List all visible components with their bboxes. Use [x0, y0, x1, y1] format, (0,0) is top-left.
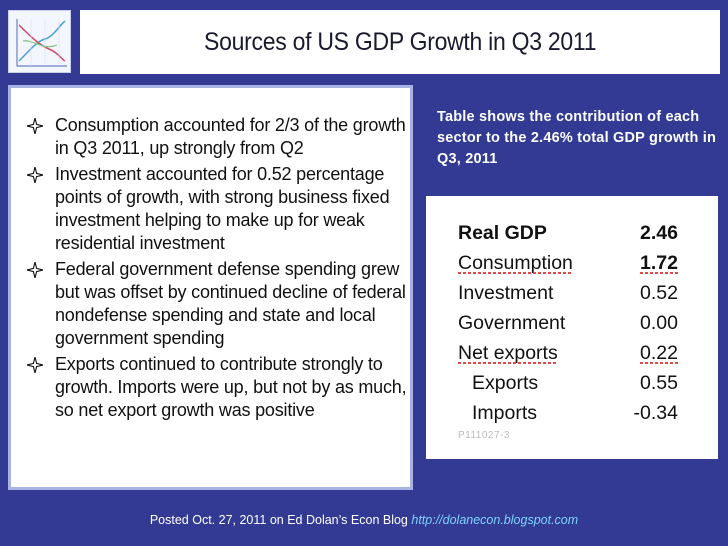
row-label: Government: [458, 312, 566, 334]
table-row-consumption: Consumption 1.72: [458, 250, 678, 280]
table-row-exports: Exports 0.55: [458, 370, 678, 400]
row-value: 0.22: [640, 342, 678, 364]
four-point-star-icon: [27, 357, 43, 373]
bullet-text: Federal government defense spending grew…: [55, 259, 406, 348]
row-label: Consumption: [458, 252, 573, 274]
gdp-contribution-table: Real GDP 2.46 Consumption 1.72 Investmen…: [426, 196, 718, 459]
table-row-net-exports: Net exports 0.22: [458, 340, 678, 370]
bullet-item: Exports continued to contribute strongly…: [21, 353, 410, 422]
row-label: Net exports: [458, 342, 558, 364]
table-row-government: Government 0.00: [458, 310, 678, 340]
footer: Posted Oct. 27, 2011 on Ed Dolan’s Econ …: [0, 513, 728, 527]
table-caption: Table shows the contribution of each sec…: [437, 109, 717, 167]
econ-chart-logo-icon: [9, 11, 70, 72]
four-point-star-icon: [27, 262, 43, 278]
four-point-star-icon: [27, 118, 43, 134]
row-value: 2.46: [640, 222, 678, 244]
blog-link[interactable]: http://dolanecon.blogspot.com: [411, 513, 579, 527]
row-value: -0.34: [633, 402, 678, 424]
footer-text: Posted Oct. 27, 2011 on Ed Dolan’s Econ …: [149, 513, 408, 527]
row-label: Imports: [472, 402, 538, 424]
table-row-imports: Imports -0.34: [458, 400, 678, 430]
row-value: 0.00: [640, 312, 678, 334]
slide-title: Sources of US GDP Growth in Q3 2011: [203, 27, 597, 56]
four-point-star-icon: [27, 167, 43, 183]
row-label: Investment: [458, 282, 554, 304]
row-value: 1.72: [640, 252, 678, 274]
bullet-text: Consumption accounted for 2/3 of the gro…: [55, 115, 406, 158]
bullet-item: Federal government defense spending grew…: [21, 258, 410, 350]
title-banner: Sources of US GDP Growth in Q3 2011: [80, 10, 720, 74]
bullet-text: Exports continued to contribute strongly…: [55, 354, 407, 420]
bullet-list: Consumption accounted for 2/3 of the gro…: [21, 114, 410, 422]
table-id-label: P111027-3: [458, 430, 510, 441]
table-row-investment: Investment 0.52: [458, 280, 678, 310]
bullet-text: Investment accounted for 0.52 percentage…: [55, 164, 390, 253]
bullet-item: Investment accounted for 0.52 percentage…: [21, 163, 410, 255]
row-value: 0.55: [640, 372, 678, 394]
logo-graphic: [8, 10, 71, 73]
table-row-real-gdp: Real GDP 2.46: [458, 220, 678, 250]
row-value: 0.52: [640, 282, 678, 304]
row-label: Exports: [472, 372, 539, 394]
row-label: Real GDP: [458, 222, 547, 244]
bullet-panel: Consumption accounted for 2/3 of the gro…: [8, 85, 413, 490]
bullet-item: Consumption accounted for 2/3 of the gro…: [21, 114, 410, 160]
